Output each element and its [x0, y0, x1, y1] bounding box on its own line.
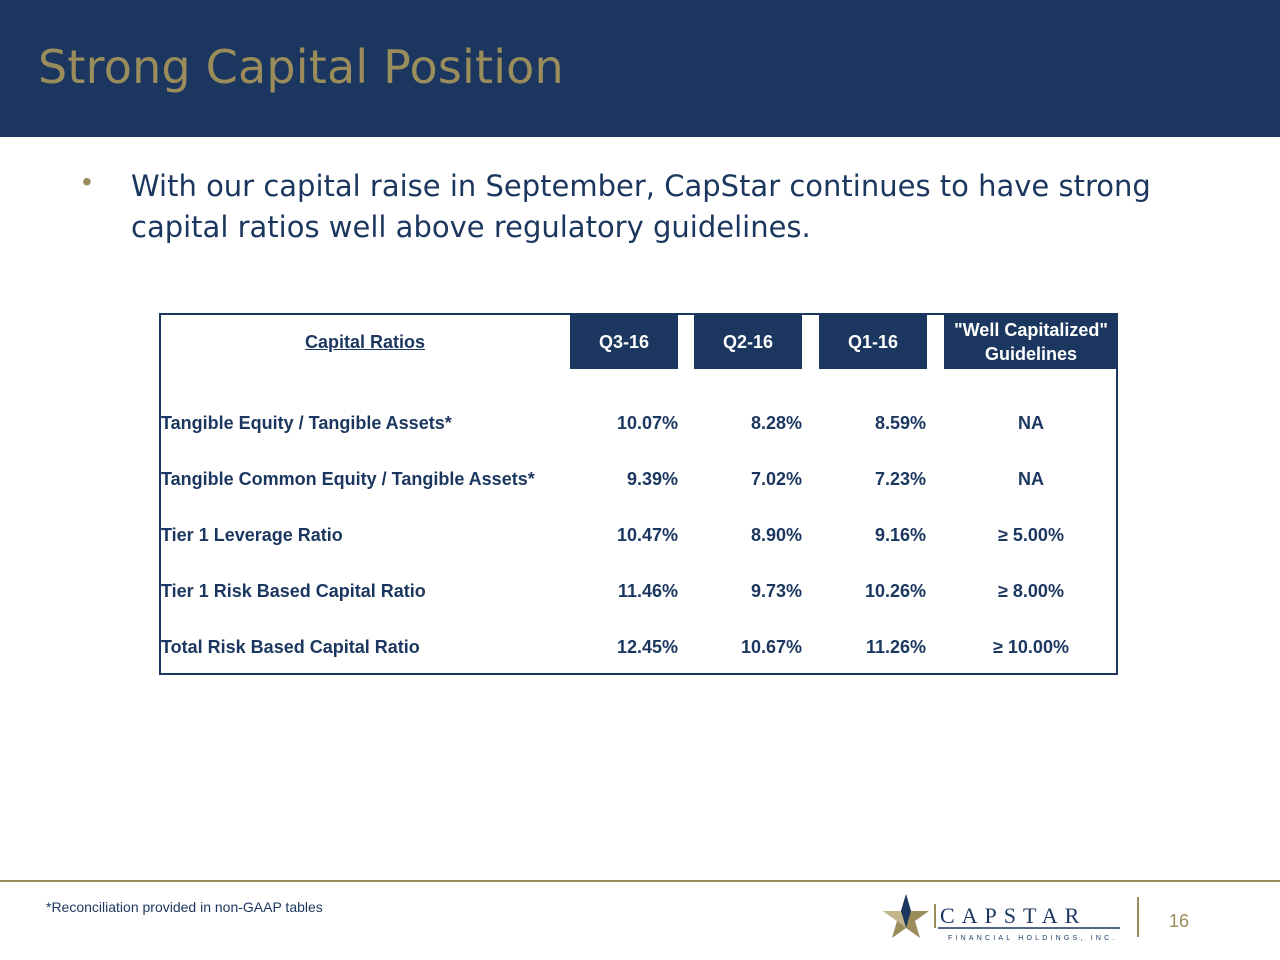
footnote: *Reconciliation provided in non-GAAP tab… [46, 899, 323, 915]
cell-q2: 10.67% [740, 637, 802, 657]
cell-guideline: ≥ 5.00% [998, 525, 1064, 545]
bullet-marker: • [82, 166, 92, 197]
star-icon [883, 894, 929, 938]
footer-divider [0, 880, 1280, 882]
row-label-tangible-common-equity: Tangible Common Equity / Tangible Assets… [161, 469, 535, 489]
logo-subtitle: FINANCIAL HOLDINGS, INC. [948, 935, 1118, 942]
cell-q3: 9.39% [626, 469, 678, 489]
cell-q1: 9.16% [874, 525, 926, 545]
cell-guideline: ≥ 10.00% [993, 637, 1069, 657]
cell-q2: 9.73% [750, 581, 802, 601]
cell-q1: 8.59% [874, 413, 926, 433]
cell-q3: 10.47% [616, 525, 678, 545]
bullet-text: With our capital raise in September, Cap… [131, 169, 1151, 244]
logo-divider [1137, 897, 1139, 937]
page-number: 16 [1169, 911, 1190, 931]
capital-ratios-header: Capital Ratios [304, 331, 426, 352]
cell-guideline: ≥ 8.00% [998, 581, 1064, 601]
cell-q2: 7.02% [750, 469, 802, 489]
cell-q2: 8.28% [750, 413, 802, 433]
cell-guideline: NA [1018, 413, 1044, 433]
cell-q2: 8.90% [750, 525, 802, 545]
guidelines-header-line1: "Well Capitalized" [954, 320, 1108, 340]
cell-guideline: NA [1018, 469, 1044, 489]
column-header-q3: Q3-16 [570, 315, 678, 369]
cell-q3: 11.46% [617, 581, 678, 601]
row-label-total-risk-based: Total Risk Based Capital Ratio [161, 637, 420, 657]
row-label-tangible-equity: Tangible Equity / Tangible Assets* [161, 413, 452, 433]
capstar-logo: CAPSTAR FINANCIAL HOLDINGS, INC. [883, 894, 1120, 942]
cell-q3: 10.07% [616, 413, 678, 433]
title-bar [0, 0, 1280, 137]
cell-q1: 10.26% [864, 581, 926, 601]
slide-title: Strong Capital Position [38, 40, 564, 94]
guidelines-header-line2: Guidelines [984, 344, 1078, 364]
column-header-guidelines: "Well Capitalized" Guidelines [944, 315, 1118, 369]
cell-q3: 12.45% [616, 637, 678, 657]
cell-q1: 7.23% [874, 469, 926, 489]
row-label-tier1-risk-based: Tier 1 Risk Based Capital Ratio [161, 581, 426, 601]
column-header-q2: Q2-16 [694, 315, 802, 369]
row-label-tier1-leverage: Tier 1 Leverage Ratio [161, 525, 343, 545]
logo-wordmark: CAPSTAR [940, 903, 1086, 928]
column-header-q1: Q1-16 [819, 315, 927, 369]
capital-ratios-table [159, 313, 1118, 675]
cell-q1: 11.26% [865, 637, 926, 657]
